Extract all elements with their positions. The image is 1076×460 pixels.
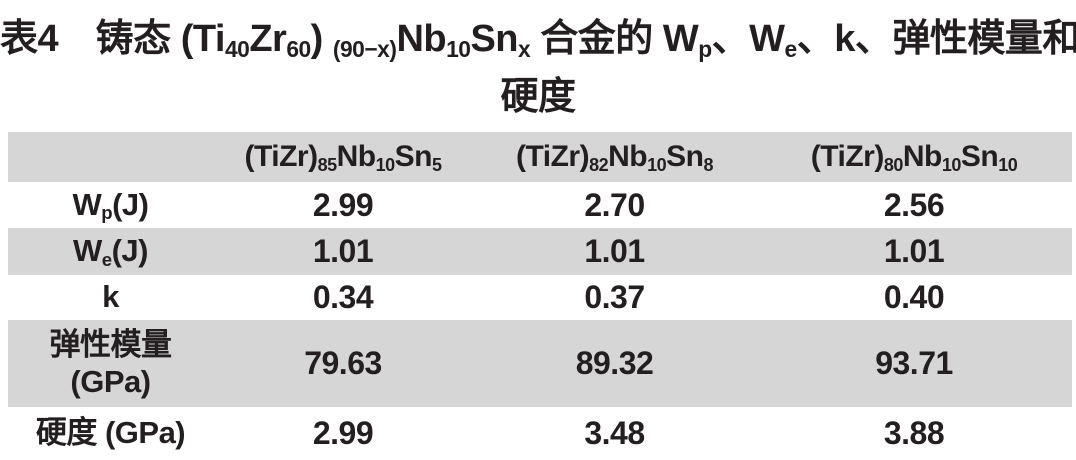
table-row-elastic-modulus: 弹性模量 (GPa) 79.63 89.32 93.71 [8,320,1072,407]
value-cell: 1.01 [883,233,945,269]
value-cell: 1.01 [584,233,645,269]
column-header-alloy-sn10: (TiZr)80Nb10Sn10 [810,140,1018,175]
table-row-k: k 0.34 0.37 0.40 [8,275,1072,320]
row-label-elastic-modulus: 弹性模量 (GPa) [49,326,173,399]
caption-line-2: 硬度 [500,76,576,118]
value-cell: 2.70 [584,186,645,223]
table-header-row: (TiZr)85Nb10Sn5 (TiZr)82Nb10Sn8 (TiZr)80… [8,132,1072,182]
value-cell: 79.63 [304,345,382,381]
value-cell: 0.40 [883,279,945,315]
row-label-hardness: 硬度 (GPa) [35,415,186,451]
value-cell: 89.32 [575,345,654,381]
value-cell: 2.99 [312,186,374,223]
data-table: (TiZr)85Nb10Sn5 (TiZr)82Nb10Sn8 (TiZr)80… [8,132,1072,460]
row-label-we: We(J) [73,233,149,270]
table-row-we: We(J) 1.01 1.01 1.01 [8,228,1072,275]
value-cell: 2.56 [883,186,945,223]
value-cell: 2.99 [312,415,374,451]
value-cell: 1.01 [312,233,374,269]
value-cell: 0.37 [584,279,645,315]
row-label-k: k [102,279,119,315]
column-header-alloy-sn8: (TiZr)82Nb10Sn8 [515,140,714,175]
value-cell: 93.71 [875,345,953,381]
value-cell: 3.48 [584,415,645,451]
table-row-wp: Wp(J) 2.99 2.70 2.56 [8,182,1072,228]
table-row-hardness: 硬度 (GPa) 2.99 3.48 3.88 [8,407,1072,460]
caption-line-1: 表4 铸态 (Ti40Zr60) (90−x)Nb10Snx 合金的 Wp、We… [0,18,1076,62]
value-cell: 0.34 [312,279,374,315]
column-header-alloy-sn5: (TiZr)85Nb10Sn5 [244,140,442,175]
row-label-wp: Wp(J) [72,186,149,224]
value-cell: 3.88 [883,415,945,451]
table-caption: 表4 铸态 (Ti40Zr60) (90−x)Nb10Snx 合金的 Wp、We… [0,0,1076,132]
